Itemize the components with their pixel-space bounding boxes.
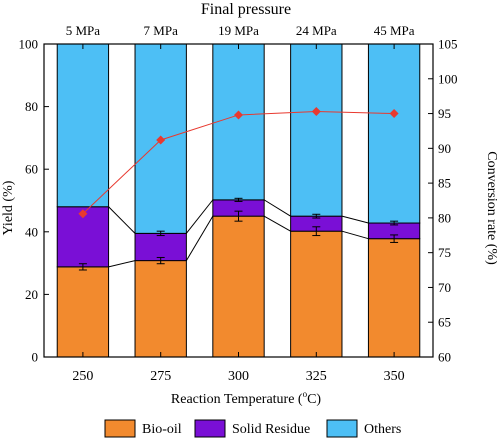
- segment-connector-line: [108, 260, 136, 268]
- bar-others: [56, 43, 110, 208]
- x-tick-label: 350: [384, 369, 405, 384]
- segment-connector-line: [185, 199, 214, 234]
- legend-label: Others: [364, 422, 401, 437]
- bar-bio-oil: [212, 215, 265, 358]
- y2-tick-label: 80: [438, 210, 451, 225]
- segment-connector-line: [185, 215, 214, 261]
- conversion-rate-point: [389, 109, 399, 119]
- segment-connector-line: [341, 230, 369, 240]
- y2-tick-label: 65: [438, 315, 451, 330]
- legend-swatch-solid-residue: [194, 419, 226, 438]
- conversion-rate-point: [234, 110, 243, 120]
- legend-swatch-bio-oil: [104, 419, 136, 438]
- y2-tick-label: 60: [438, 350, 451, 365]
- y-tick-label: 80: [25, 99, 38, 114]
- y2-tick-label: 90: [438, 141, 451, 156]
- y-axis-label: Yield (%): [1, 180, 16, 235]
- segment-connector-line: [108, 206, 136, 234]
- legend-label: Solid Residue: [232, 422, 310, 437]
- bar-others: [290, 43, 343, 217]
- legend-label: Bio-oil: [142, 422, 182, 437]
- y2-tick-label: 75: [438, 245, 451, 260]
- y2-tick-label: 95: [438, 106, 451, 121]
- plot-area: 0 20 40 60 80 100 60 65 70 75 80 85 90 95 100 105 250 5 M…: [19, 23, 458, 384]
- x-tick-label: 275: [150, 369, 171, 384]
- legend-swatch-others: [326, 419, 358, 438]
- y-tick-label: 60: [25, 162, 38, 177]
- segment-connector-line: [263, 215, 291, 232]
- top-axis-title: Final pressure: [201, 1, 291, 18]
- top-tick-label: 19 MPa: [218, 23, 259, 38]
- conversion-rate-point: [156, 135, 166, 145]
- x-tick-label: 300: [228, 369, 249, 384]
- conversion-rate-point: [311, 106, 321, 116]
- bar-bio-oil: [367, 238, 421, 358]
- bar-solid-residue: [134, 232, 187, 262]
- y-tick-label: 0: [32, 350, 39, 365]
- x-tick-label: 325: [306, 369, 327, 384]
- segment-connector-line: [341, 215, 369, 224]
- legend: Bio-oil Solid Residue Others: [104, 419, 401, 438]
- bar-others: [212, 43, 265, 201]
- y-tick-label: 20: [25, 287, 38, 302]
- y2-axis-label: Conversion rate (%): [484, 151, 497, 265]
- y-tick-label: 40: [25, 224, 38, 239]
- top-tick-label: 45 MPa: [374, 23, 415, 38]
- top-tick-label: 24 MPa: [296, 23, 337, 38]
- y2-tick-label: 70: [438, 280, 451, 295]
- y2-tick-label: 85: [438, 176, 451, 191]
- bar-others: [367, 43, 421, 224]
- x-tick-label: 250: [72, 369, 93, 384]
- y-tick-label: 100: [19, 37, 39, 52]
- top-tick-label: 5 MPa: [66, 23, 101, 38]
- conversion-rate-point: [78, 209, 88, 219]
- segment-connector-line: [263, 199, 291, 217]
- top-tick-label: 7 MPa: [144, 23, 179, 38]
- x-axis-label: Reaction Temperature (oC): [171, 389, 322, 407]
- bar-bio-oil: [56, 266, 110, 358]
- bar-bio-oil: [290, 230, 343, 358]
- y2-tick-label: 100: [438, 71, 458, 86]
- y2-tick-label: 105: [438, 37, 458, 52]
- bar-bio-oil: [134, 260, 187, 358]
